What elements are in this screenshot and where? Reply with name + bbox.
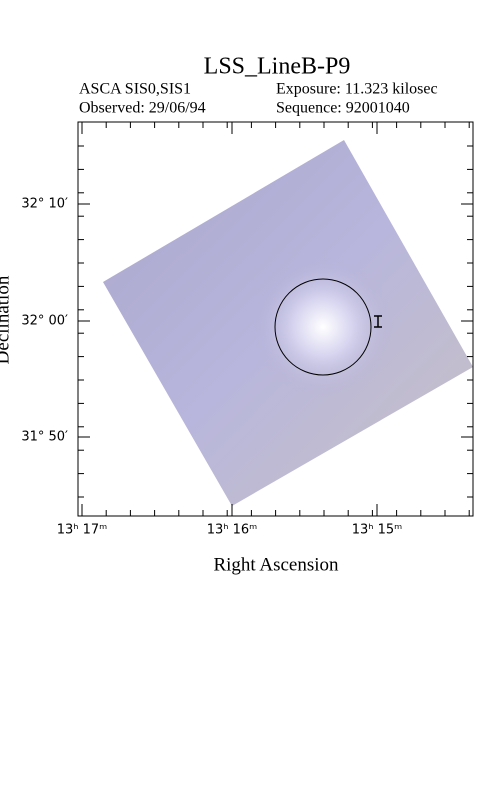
sequence: Sequence: 92001040 xyxy=(276,100,410,117)
y-tick-label: 31° 50′ xyxy=(21,430,68,445)
y-tick-label: 32° 10′ xyxy=(21,197,68,212)
x-tick-label: 13ʰ 16ᵐ xyxy=(207,523,258,538)
x-tick-label: 13ʰ 17ᵐ xyxy=(57,523,108,538)
y-axis-label: Declination xyxy=(0,275,13,364)
source-circle xyxy=(274,278,372,376)
x-axis-label: Right Ascension xyxy=(213,554,339,575)
observed: Observed: 29/06/94 xyxy=(79,100,206,117)
title: LSS_LineB-P9 xyxy=(204,54,351,80)
x-tick-label: 13ʰ 15ᵐ xyxy=(352,523,403,538)
source-marker xyxy=(374,315,382,328)
y-tick-label: 32° 00′ xyxy=(21,314,68,329)
source-glow xyxy=(253,257,393,397)
instrument: ASCA SIS0,SIS1 xyxy=(79,81,191,98)
tick-marks xyxy=(78,122,473,516)
exposure: Exposure: 11.323 kilosec xyxy=(276,81,438,98)
